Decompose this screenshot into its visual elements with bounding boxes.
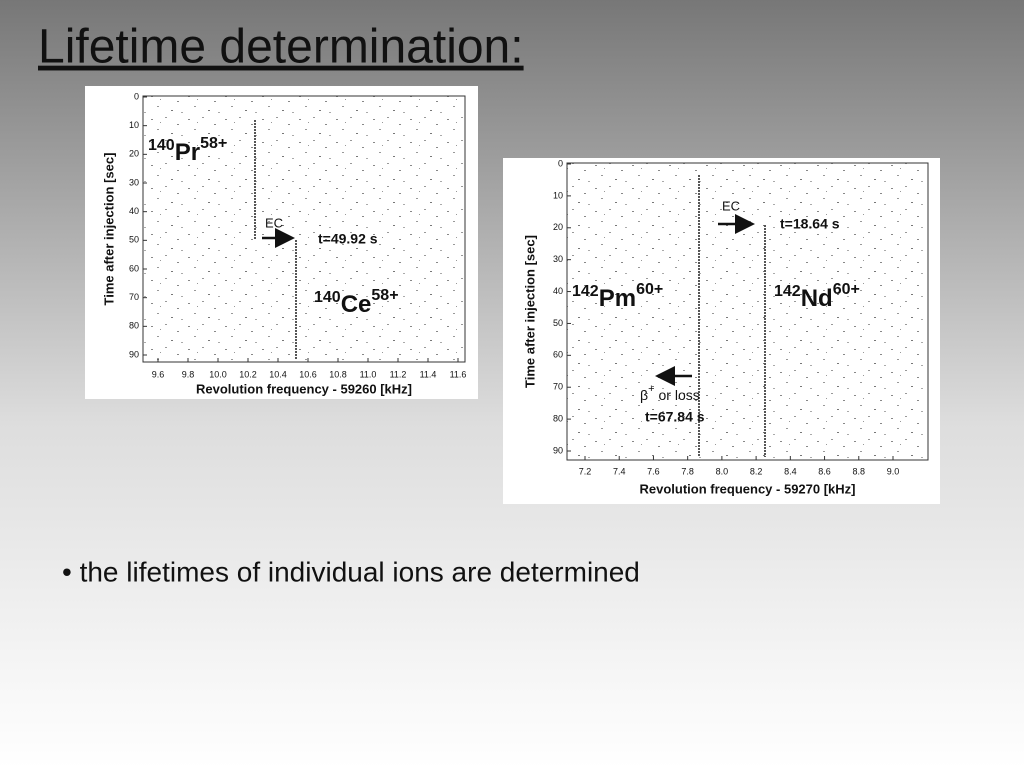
ion-label: 142Pm60+: [572, 281, 663, 312]
y-tick-label: 40: [553, 286, 563, 296]
x-tick-label: 9.0: [887, 466, 900, 476]
charge: 60+: [636, 281, 663, 298]
figures: 0 10 20 30 40 50 60 70 80 90 9.6 9.8 10.0 10.2 10.4 10.…: [85, 86, 940, 504]
y-tick-label: 10: [129, 120, 139, 130]
mass-number: 142: [774, 283, 801, 300]
y-tick-label: 50: [553, 318, 563, 328]
y-tick-label: 90: [553, 445, 563, 455]
x-tick-label: 11.6: [450, 369, 467, 379]
y-tick-label: 80: [129, 321, 139, 331]
x-tick-label: 7.8: [681, 466, 694, 476]
loss-label: β+ or loss: [640, 383, 700, 403]
charge: 58+: [371, 287, 398, 304]
y-tick-label: 20: [129, 149, 139, 159]
y-tick-label: 60: [129, 263, 139, 273]
figure: 0 10 20 30 40 50 60 70 80 90 7.2 7.4 7.6 7.8 8.0 8.2 8.4…: [503, 158, 940, 504]
x-tick-label: 9.8: [182, 369, 195, 379]
x-tick-label: 11.0: [360, 369, 377, 379]
y-tick-label: 30: [553, 254, 563, 264]
x-tick-label: 8.4: [784, 466, 797, 476]
y-tick-label: 20: [553, 222, 563, 232]
decay-label: EC: [265, 215, 283, 230]
x-tick-label: 7.4: [613, 466, 626, 476]
y-tick-label: 0: [134, 91, 139, 101]
time-label: t=49.92 s: [318, 231, 378, 247]
x-tick-label: 8.0: [716, 466, 729, 476]
mass-number: 140: [148, 137, 175, 154]
x-tick-label: 8.6: [818, 466, 831, 476]
x-tick-label: 7.2: [579, 466, 592, 476]
x-tick-label: 8.2: [750, 466, 763, 476]
beta: β: [640, 387, 648, 403]
x-tick-label: 9.6: [152, 369, 165, 379]
mass-number: 140: [314, 289, 341, 306]
x-tick-label: 10.4: [269, 369, 287, 379]
x-tick-label: 7.6: [647, 466, 660, 476]
figure: 0 10 20 30 40 50 60 70 80 90 9.6 9.8 10.0 10.2 10.4 10.…: [85, 86, 478, 399]
y-tick-label: 10: [553, 190, 563, 200]
mass-number: 142: [572, 283, 599, 300]
ion-label: 140Pr58+: [148, 135, 227, 166]
charge: 58+: [200, 135, 227, 152]
y-tick-label: 30: [129, 177, 139, 187]
x-tick-label: 10.2: [239, 369, 257, 379]
x-axis-label: Revolution frequency - 59260 [kHz]: [196, 381, 412, 396]
ion-label: 142Nd60+: [774, 281, 860, 312]
slide-title: Lifetime determination:: [38, 21, 524, 74]
time-label: t=18.64 s: [780, 216, 840, 232]
x-tick-label: 11.4: [420, 369, 437, 379]
y-tick-label: 40: [129, 206, 139, 216]
y-tick-label: 70: [553, 382, 563, 392]
ion-label: 140Ce58+: [314, 287, 399, 318]
decay-label: EC: [722, 198, 740, 213]
plot-noise: [143, 96, 465, 362]
loss-time-label: t=67.84 s: [645, 409, 705, 425]
y-tick-label: 70: [129, 292, 139, 302]
x-tick-label: 10.8: [329, 369, 347, 379]
element: Nd: [801, 285, 833, 312]
loss-text: or loss: [659, 387, 700, 403]
bullet: • the lifetimes of individual ions are d…: [62, 556, 640, 587]
y-tick-label: 90: [129, 349, 139, 359]
beta-charge: +: [648, 383, 654, 395]
x-tick-label: 11.2: [390, 369, 407, 379]
y-tick-label: 50: [129, 235, 139, 245]
element: Pr: [175, 139, 200, 166]
x-axis-label: Revolution frequency - 59270 [kHz]: [640, 481, 856, 496]
x-tick-label: 10.6: [299, 369, 317, 379]
element: Pm: [599, 285, 636, 312]
y-tick-label: 0: [558, 158, 563, 168]
x-tick-label: 10.0: [209, 369, 227, 379]
element: Ce: [341, 291, 372, 318]
y-axis-label: Time after injection [sec]: [522, 235, 537, 388]
y-axis-label: Time after injection [sec]: [101, 153, 116, 306]
charge: 60+: [833, 281, 860, 298]
plot-noise: [567, 163, 928, 460]
plot-area: [142, 95, 466, 363]
plot-area: [566, 162, 929, 461]
y-tick-label: 60: [553, 350, 563, 360]
y-tick-label: 80: [553, 413, 563, 423]
x-tick-label: 8.8: [853, 466, 866, 476]
